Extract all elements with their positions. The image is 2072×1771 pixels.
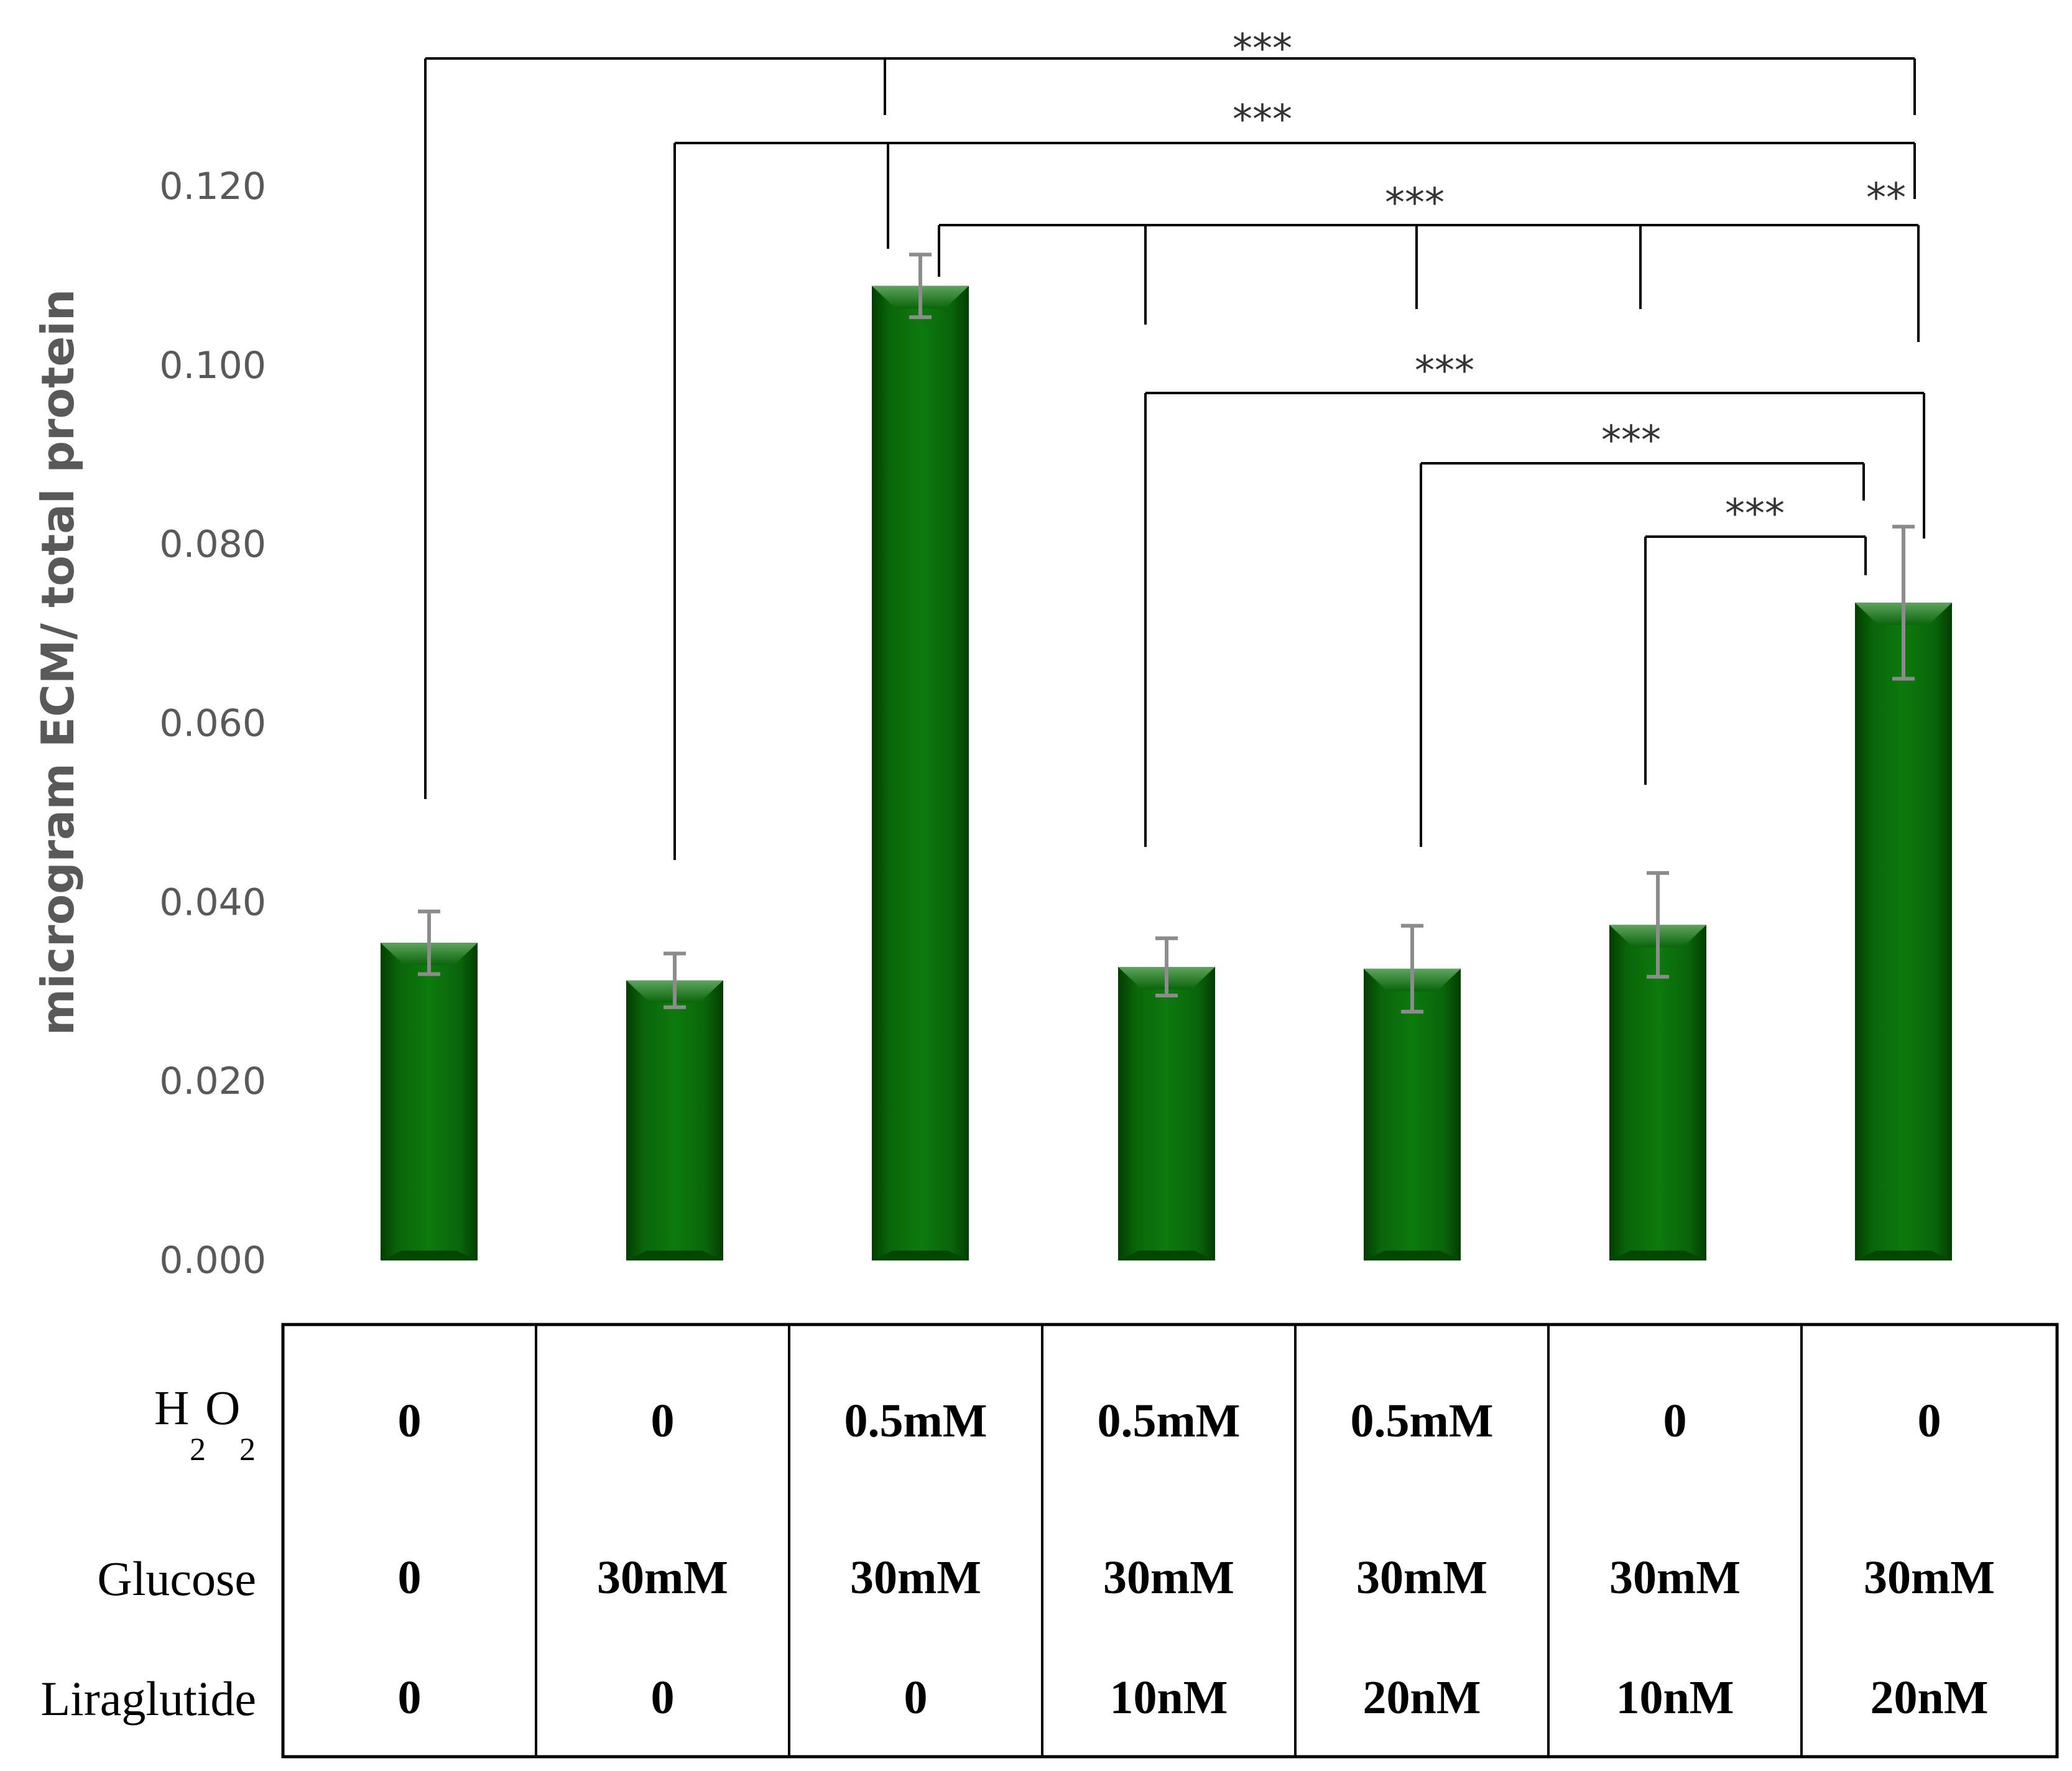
cell-h2o2-7: 0 xyxy=(1918,1395,1941,1447)
significance-label-5: *** xyxy=(1415,348,1474,394)
bar-base-1 xyxy=(381,1251,478,1260)
y-tick-label-6: 0.120 xyxy=(159,165,266,208)
significance-label-4: ** xyxy=(1866,175,1906,221)
cell-liraglutide-5: 20nM xyxy=(1363,1672,1481,1724)
error-bar-1 xyxy=(418,909,440,976)
bar-body-2 xyxy=(626,980,723,1260)
cell-h2o2-2: 0 xyxy=(651,1395,675,1447)
bar-base-6 xyxy=(1609,1251,1706,1260)
error-bar-2 xyxy=(664,951,686,1009)
cell-glucose-6: 30mM xyxy=(1609,1551,1741,1604)
y-tick-label-1: 0.020 xyxy=(159,1060,266,1103)
cell-glucose-4: 30mM xyxy=(1103,1551,1234,1604)
error-bar-3 xyxy=(909,252,932,320)
y-tick-label-0: 0.000 xyxy=(159,1239,266,1282)
bar-4 xyxy=(1118,966,1215,1260)
bar-body-7 xyxy=(1855,603,1952,1260)
row-label-liraglutide: Liraglutide xyxy=(40,1672,256,1726)
cell-h2o2-3: 0.5mM xyxy=(844,1395,987,1447)
bar-body-4 xyxy=(1118,966,1215,1260)
row-label-h2o2: H 2 O 2 xyxy=(154,1380,256,1468)
significance-label-6: *** xyxy=(1601,418,1661,464)
bar-2 xyxy=(626,980,723,1260)
bar-base-7 xyxy=(1855,1251,1952,1260)
significance-bracket-5: *** xyxy=(1144,348,1925,847)
cell-h2o2-5: 0.5mM xyxy=(1350,1395,1493,1447)
significance-bracket-7: *** xyxy=(1644,491,1867,785)
significance-brackets: ********* *********** xyxy=(424,26,1925,860)
y-tick-label-2: 0.040 xyxy=(159,881,266,924)
significance-label-3: *** xyxy=(1385,180,1445,226)
significance-label-2: *** xyxy=(1233,97,1292,143)
cell-liraglutide-6: 10nM xyxy=(1616,1672,1734,1724)
bar-base-4 xyxy=(1118,1251,1215,1260)
error-bar-5 xyxy=(1401,923,1423,1014)
y-axis-ticks: 0.000 0.020 0.040 0.060 0.080 0.100 0.120 xyxy=(159,165,266,1282)
bar-body-6 xyxy=(1609,925,1706,1260)
significance-label-1: *** xyxy=(1233,26,1292,72)
cell-liraglutide-2: 0 xyxy=(651,1672,675,1724)
significance-bracket-6: *** xyxy=(1420,418,1865,847)
significance-bracket-1: *** xyxy=(424,26,1916,799)
bar-base-2 xyxy=(626,1251,723,1260)
significance-bracket-3: *** xyxy=(938,180,1920,342)
error-bars-group xyxy=(418,252,1915,1014)
error-bar-7 xyxy=(1892,524,1915,681)
cell-liraglutide-1: 0 xyxy=(398,1672,422,1724)
bar-body-1 xyxy=(381,943,478,1260)
h2o2-sub-2: 2 xyxy=(239,1432,256,1468)
h2o2-h: H xyxy=(154,1380,189,1435)
y-tick-label-4: 0.080 xyxy=(159,523,266,566)
significance-bracket-2: *** xyxy=(673,97,1916,860)
cell-liraglutide-3: 0 xyxy=(904,1672,928,1724)
significance-bracket-4: ** xyxy=(1866,175,1906,221)
bar-3 xyxy=(872,285,969,1260)
cell-h2o2-6: 0 xyxy=(1663,1395,1687,1447)
cell-glucose-5: 30mM xyxy=(1356,1551,1487,1604)
bar-1 xyxy=(381,943,478,1260)
cell-glucose-7: 30mM xyxy=(1864,1551,1995,1604)
cell-h2o2-1: 0 xyxy=(398,1395,422,1447)
significance-label-7: *** xyxy=(1725,491,1785,537)
cell-glucose-2: 30mM xyxy=(597,1551,728,1604)
y-tick-label-5: 0.100 xyxy=(159,344,266,387)
y-tick-label-3: 0.060 xyxy=(159,702,266,746)
cell-glucose-3: 30mM xyxy=(850,1551,981,1604)
y-axis-label: microgram ECM/ total protein xyxy=(32,289,84,1035)
bar-base-3 xyxy=(872,1251,969,1260)
bar-7 xyxy=(1855,603,1952,1260)
error-bar-4 xyxy=(1155,936,1178,998)
bar-body-5 xyxy=(1364,968,1461,1260)
bar-base-5 xyxy=(1364,1251,1461,1260)
row-label-glucose: Glucose xyxy=(97,1551,256,1606)
bar-body-3 xyxy=(872,285,969,1260)
cell-h2o2-4: 0.5mM xyxy=(1097,1395,1240,1447)
error-bar-6 xyxy=(1647,871,1669,979)
cell-liraglutide-4: 10nM xyxy=(1110,1672,1228,1724)
table-border xyxy=(281,1323,2059,1759)
cell-glucose-1: 0 xyxy=(398,1551,422,1604)
bars-group xyxy=(381,285,1952,1260)
cell-liraglutide-7: 20nM xyxy=(1871,1672,1989,1724)
h2o2-sub-1: 2 xyxy=(190,1432,206,1468)
condition-table: H 2 O 2 Glucose Liraglutide 0 0 0 0 30mM 0 0.5… xyxy=(40,1323,2059,1759)
h2o2-o: O xyxy=(205,1380,240,1435)
